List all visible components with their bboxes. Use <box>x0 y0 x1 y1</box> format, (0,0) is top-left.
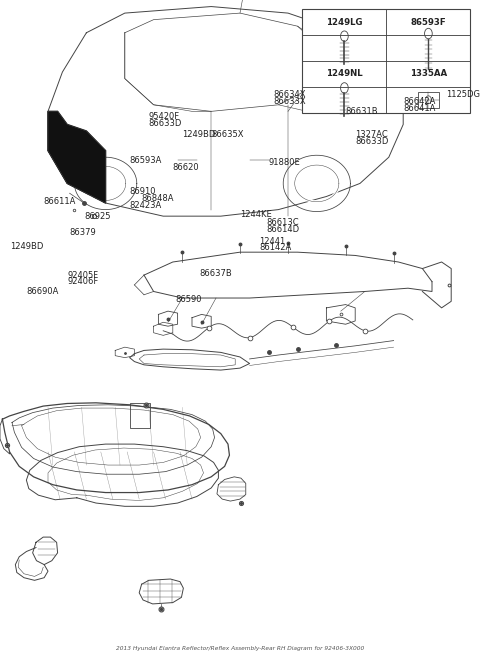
Text: 86613C: 86613C <box>266 218 299 227</box>
Polygon shape <box>48 111 106 203</box>
Text: 86925: 86925 <box>84 212 110 221</box>
Text: 86910: 86910 <box>130 187 156 196</box>
Text: 86590: 86590 <box>175 295 202 305</box>
Text: 92406F: 92406F <box>67 277 98 286</box>
Text: 2013 Hyundai Elantra Reflector/Reflex Assembly-Rear RH Diagram for 92406-3X000: 2013 Hyundai Elantra Reflector/Reflex As… <box>116 646 364 651</box>
Text: 82423A: 82423A <box>130 200 162 210</box>
Text: 86633D: 86633D <box>355 137 389 146</box>
Text: 86641A: 86641A <box>403 103 435 113</box>
Bar <box>418 92 439 107</box>
Text: 86142A: 86142A <box>259 243 291 252</box>
Text: 86620: 86620 <box>173 162 199 172</box>
Text: 1249NL: 1249NL <box>326 69 363 79</box>
Text: 1244KE: 1244KE <box>240 210 272 219</box>
Text: 1327AC: 1327AC <box>355 130 388 140</box>
Text: 86642A: 86642A <box>403 97 435 106</box>
Text: 86848A: 86848A <box>142 194 174 203</box>
Text: 86634X: 86634X <box>274 90 306 100</box>
Text: 86379: 86379 <box>70 228 96 237</box>
Text: 86635X: 86635X <box>211 130 244 140</box>
Text: 95420F: 95420F <box>149 112 180 121</box>
Text: 12441: 12441 <box>259 236 286 246</box>
Text: 86593F: 86593F <box>410 18 446 27</box>
Text: 1249BD: 1249BD <box>182 130 216 140</box>
Text: 86614D: 86614D <box>266 225 300 234</box>
Bar <box>130 403 150 428</box>
Text: 86611A: 86611A <box>43 197 75 206</box>
Text: 86593A: 86593A <box>130 156 162 165</box>
Bar <box>302 9 470 113</box>
Text: 86633D: 86633D <box>149 119 182 128</box>
Text: 92405F: 92405F <box>67 271 98 280</box>
Text: 1125DG: 1125DG <box>446 90 480 100</box>
Text: 1249BD: 1249BD <box>10 242 43 251</box>
Text: 91880E: 91880E <box>269 158 300 167</box>
Text: 86633X: 86633X <box>274 97 306 106</box>
Text: 86690A: 86690A <box>26 287 59 296</box>
Text: 1249LG: 1249LG <box>326 18 363 27</box>
Text: 86637B: 86637B <box>199 269 232 278</box>
Text: 86631B: 86631B <box>346 107 378 116</box>
Text: 1335AA: 1335AA <box>410 69 447 79</box>
